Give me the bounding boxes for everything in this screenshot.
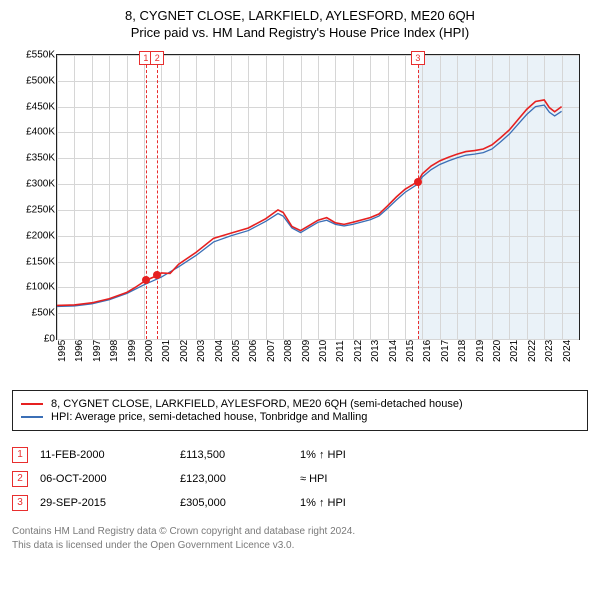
x-tick-label: 2005 (231, 350, 242, 362)
legend-swatch (21, 403, 43, 405)
event-line (157, 55, 158, 339)
x-tick-label: 2017 (440, 350, 451, 362)
legend-row: 8, CYGNET CLOSE, LARKFIELD, AYLESFORD, M… (21, 398, 579, 410)
x-tick-label: 2019 (475, 350, 486, 362)
x-tick-label: 2015 (405, 350, 416, 362)
sale-index-box: 2 (12, 471, 28, 487)
x-tick-label: 2013 (370, 350, 381, 362)
legend: 8, CYGNET CLOSE, LARKFIELD, AYLESFORD, M… (12, 390, 588, 431)
legend-label: 8, CYGNET CLOSE, LARKFIELD, AYLESFORD, M… (51, 398, 463, 410)
x-tick-label: 2009 (301, 350, 312, 362)
x-tick-label: 2012 (353, 350, 364, 362)
legend-label: HPI: Average price, semi-detached house,… (51, 411, 367, 423)
y-tick-label: £100K (13, 282, 55, 293)
x-tick-label: 2022 (527, 350, 538, 362)
x-tick-label: 2018 (457, 350, 468, 362)
series-property (57, 100, 562, 306)
x-tick-label: 2001 (161, 350, 172, 362)
y-tick-label: £50K (13, 308, 55, 319)
x-tick-label: 2006 (248, 350, 259, 362)
sales-table: 111-FEB-2000£113,5001% ↑ HPI206-OCT-2000… (12, 443, 588, 515)
x-tick-label: 2023 (544, 350, 555, 362)
x-tick-label: 2004 (214, 350, 225, 362)
legend-swatch (21, 416, 43, 418)
series-svg (57, 55, 579, 339)
title-block: 8, CYGNET CLOSE, LARKFIELD, AYLESFORD, M… (12, 8, 588, 40)
sales-row: 1 11-FEB-2000£113,5001% ↑ HPI (12, 443, 588, 467)
x-tick-label: 1997 (92, 350, 103, 362)
x-tick-label: 2003 (196, 350, 207, 362)
sale-price: £113,500 (180, 449, 300, 461)
sale-marker (142, 276, 150, 284)
sale-note: 1% ↑ HPI (300, 449, 588, 461)
sale-price: £123,000 (180, 473, 300, 485)
chart-subtitle: Price paid vs. HM Land Registry's House … (12, 25, 588, 40)
footer-line2: This data is licensed under the Open Gov… (12, 539, 588, 553)
y-tick-label: £400K (13, 127, 55, 138)
sales-row: 3 29-SEP-2015£305,0001% ↑ HPI (12, 491, 588, 515)
x-tick-label: 2014 (388, 350, 399, 362)
event-line (418, 55, 419, 339)
footer-line1: Contains HM Land Registry data © Crown c… (12, 525, 588, 539)
sale-marker (414, 178, 422, 186)
x-tick-label: 2007 (266, 350, 277, 362)
x-tick-label: 1999 (127, 350, 138, 362)
x-tick-label: 2024 (562, 350, 573, 362)
sale-note: ≈ HPI (300, 473, 588, 485)
y-tick-label: £550K (13, 50, 55, 61)
series-hpi (57, 105, 562, 306)
x-tick-label: 1996 (74, 350, 85, 362)
x-tick-label: 2021 (509, 350, 520, 362)
event-line (146, 55, 147, 339)
footer-attribution: Contains HM Land Registry data © Crown c… (12, 525, 588, 552)
y-tick-label: £150K (13, 256, 55, 267)
sale-index-box: 1 (12, 447, 28, 463)
sale-date: 06-OCT-2000 (40, 473, 180, 485)
y-tick-label: £500K (13, 75, 55, 86)
x-tick-label: 2020 (492, 350, 503, 362)
sale-index-box: 3 (12, 495, 28, 511)
x-tick-label: 1995 (57, 350, 68, 362)
event-index-box: 3 (411, 51, 425, 65)
sale-date: 11-FEB-2000 (40, 449, 180, 461)
sale-marker (153, 271, 161, 279)
sale-price: £305,000 (180, 497, 300, 509)
sale-note: 1% ↑ HPI (300, 497, 588, 509)
event-index-box: 2 (150, 51, 164, 65)
x-tick-label: 2016 (422, 350, 433, 362)
plot-region: £0£50K£100K£150K£200K£250K£300K£350K£400… (56, 54, 580, 340)
x-tick-label: 2002 (179, 350, 190, 362)
y-tick-label: £350K (13, 153, 55, 164)
y-tick-label: £200K (13, 230, 55, 241)
x-tick-label: 2000 (144, 350, 155, 362)
sale-date: 29-SEP-2015 (40, 497, 180, 509)
sales-row: 2 06-OCT-2000£123,000≈ HPI (12, 467, 588, 491)
chart-title: 8, CYGNET CLOSE, LARKFIELD, AYLESFORD, M… (12, 8, 588, 23)
x-tick-label: 2010 (318, 350, 329, 362)
legend-row: HPI: Average price, semi-detached house,… (21, 411, 579, 423)
y-tick-label: £0 (13, 334, 55, 345)
y-tick-label: £450K (13, 101, 55, 112)
y-tick-label: £300K (13, 179, 55, 190)
x-tick-label: 1998 (109, 350, 120, 362)
x-tick-label: 2008 (283, 350, 294, 362)
chart-area: £0 £50K £100K £150K £200K £250K £300K £350K £400… (12, 50, 588, 380)
x-tick-label: 2011 (335, 350, 346, 362)
y-tick-label: £250K (13, 204, 55, 215)
chart-container: 8, CYGNET CLOSE, LARKFIELD, AYLESFORD, M… (0, 0, 600, 562)
